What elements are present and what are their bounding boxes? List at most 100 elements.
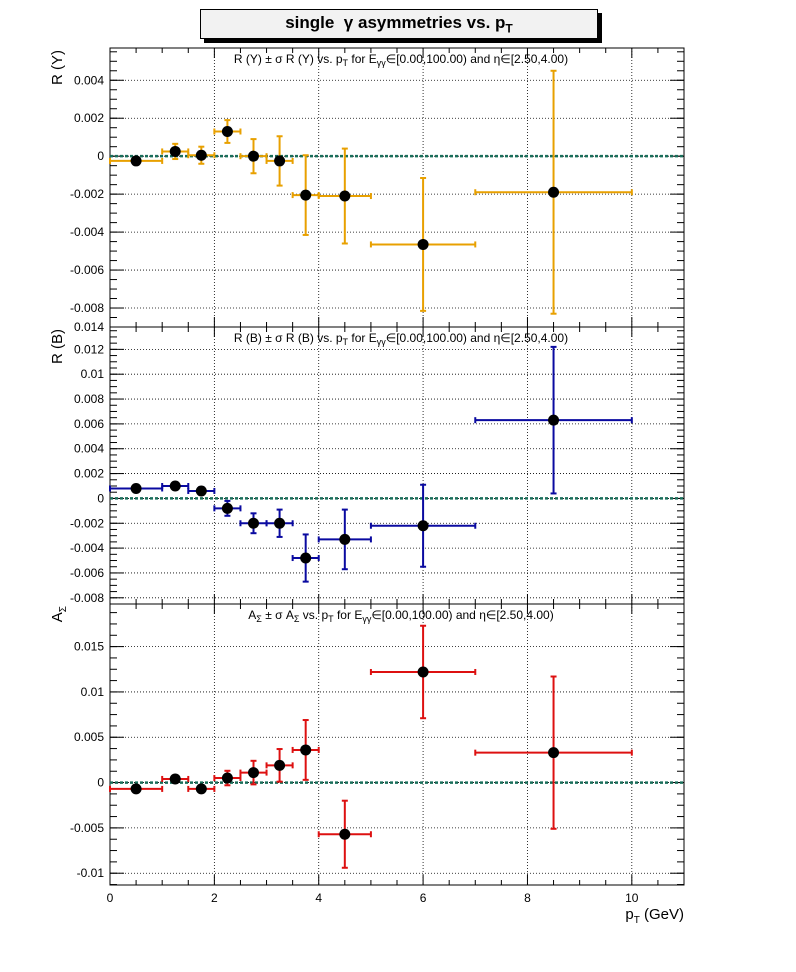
y-tick-label: -0.01	[77, 866, 105, 880]
y-tick-label: -0.005	[70, 821, 104, 835]
y-tick-label: 0.006	[74, 417, 104, 431]
data-point	[213, 119, 242, 144]
point-marker	[169, 480, 181, 492]
y-axis-label-main: A	[49, 612, 66, 622]
title-gamma: γ	[343, 13, 354, 32]
panel-title-part: vs. p	[299, 608, 328, 622]
point-marker	[417, 520, 429, 532]
title-prefix: single	[285, 13, 335, 32]
data-point	[265, 135, 294, 187]
data-point	[239, 138, 268, 175]
point-marker	[339, 828, 351, 840]
title-middle: asymmetries vs. p	[358, 13, 506, 32]
data-point	[291, 154, 320, 236]
data-point	[317, 799, 372, 869]
y-axis-label-sub: Σ	[58, 606, 69, 612]
data-point	[187, 145, 216, 165]
x-axis-label-unit: (GeV)	[640, 906, 684, 923]
y-tick-label: 0	[97, 776, 104, 790]
x-axis-label-main: p	[625, 906, 633, 923]
x-tick-label: 0	[107, 891, 114, 905]
y-tick-label: 0.002	[74, 111, 104, 125]
point-marker	[195, 149, 207, 161]
x-tick-label: 4	[315, 891, 322, 905]
point-marker	[548, 186, 560, 198]
data-point	[161, 142, 190, 161]
panel-title-part: R (Y) ± σ R (Y) vs. p	[234, 52, 343, 66]
y-tick-label: -0.008	[70, 591, 104, 605]
y-axis-label-main: R (Y)	[49, 50, 66, 85]
point-marker	[548, 414, 560, 426]
panel-title-part: Σ	[294, 614, 300, 624]
point-marker	[548, 747, 560, 759]
point-marker	[169, 773, 181, 785]
panel-title-part: for E	[334, 608, 363, 622]
point-marker	[130, 783, 142, 795]
data-point	[213, 499, 242, 517]
data-point	[187, 783, 216, 795]
point-marker	[339, 190, 351, 202]
data-point	[161, 773, 190, 785]
point-marker	[417, 238, 429, 250]
data-point	[474, 345, 633, 495]
data-point	[265, 508, 294, 538]
panel-title-part: A	[248, 608, 256, 622]
y-tick-label: -0.006	[70, 263, 104, 277]
y-axis-label: AΣ	[49, 606, 69, 622]
y-tick-label: 0.01	[81, 685, 105, 699]
panel-1: 0.004 0.002 0 -0.002 -0.004 -0.006 -0.008 0.014…	[49, 47, 685, 334]
y-tick-label-bottom: 0.014	[74, 320, 104, 334]
panel-title-part: T	[328, 614, 334, 624]
y-axis-label-main: R (B)	[49, 329, 66, 364]
x-tick-label: 8	[524, 891, 531, 905]
y-tick-label: 0.002	[74, 467, 104, 481]
point-marker	[221, 502, 233, 514]
point-marker	[300, 189, 312, 201]
y-tick-label: -0.004	[70, 541, 104, 555]
panel-title: R (Y) ± σ R (Y) vs. pT for Eγγ∈[0.00,100…	[234, 52, 568, 68]
y-tick-label: -0.004	[70, 225, 104, 239]
y-tick-label: -0.002	[70, 187, 104, 201]
data-point	[109, 155, 164, 167]
y-tick-label: 0	[97, 149, 104, 163]
point-marker	[274, 517, 286, 529]
panel-title-part: ∈[0.00,100.00) and η∈[2.50,4.00)	[386, 331, 568, 345]
panel-title-part: T	[343, 58, 349, 68]
point-marker	[221, 126, 233, 138]
title-sub: T	[505, 21, 513, 36]
data-point	[474, 69, 633, 315]
panel-frame	[109, 603, 685, 886]
y-tick-label: 0.012	[74, 342, 104, 356]
point-marker	[195, 485, 207, 497]
panel-frame	[109, 326, 685, 605]
point-marker	[274, 759, 286, 771]
data-point	[239, 512, 268, 535]
panel-title-part: ∈[0.00,100.00) and η∈[2.50,4.00)	[371, 608, 553, 622]
point-marker	[300, 552, 312, 564]
x-axis-label-sub: T	[634, 915, 640, 926]
data-point	[369, 624, 477, 720]
panel-title-part: for E	[348, 331, 377, 345]
panel-title-part: ± σ A	[262, 608, 294, 622]
point-marker	[300, 744, 312, 756]
data-point	[161, 480, 190, 492]
point-marker	[130, 155, 142, 167]
x-axis-label: pT (GeV)	[625, 906, 684, 926]
panel-title: AΣ ± σ AΣ vs. pT for Eγγ∈[0.00,100.00) a…	[248, 608, 553, 624]
point-marker	[248, 517, 259, 529]
data-point	[369, 483, 477, 568]
panel-title-part: γγ	[377, 58, 387, 68]
panel-title: R (B) ± σ R (B) vs. pT for Eγγ∈[0.00,100…	[234, 331, 568, 347]
page-title: single γ asymmetries vs. pT	[200, 9, 598, 39]
panel-title-part: R (B) ± σ R (B) vs. p	[234, 331, 343, 345]
panel-title-part: γγ	[362, 614, 372, 624]
y-tick-label: 0.015	[74, 640, 104, 654]
point-marker	[274, 155, 286, 167]
data-point	[474, 675, 633, 830]
point-marker	[130, 482, 142, 494]
data-point	[291, 533, 320, 583]
data-point	[187, 485, 216, 497]
data-point	[317, 508, 372, 571]
